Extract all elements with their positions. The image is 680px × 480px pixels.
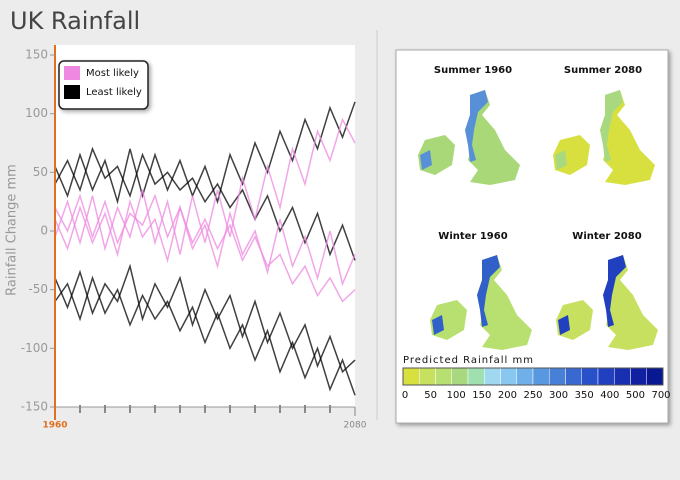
y-tick-label: -150 [21,400,48,414]
colorbar-cell [435,367,452,386]
legend-swatch [64,66,80,80]
map-title: Summer 1960 [434,65,512,76]
colorbar-label: 200 [498,390,517,401]
legend-label: Least likely [86,87,142,98]
colorbar-label: 0 [402,390,408,401]
y-tick-label: 50 [33,165,48,179]
colorbar-cell [484,367,501,386]
y-tick-label: 150 [25,48,48,62]
colorbar-cell [630,367,647,386]
x-tick-label: 2080 [344,421,367,431]
map-title: Winter 2080 [572,231,641,242]
map-title: Winter 1960 [438,231,507,242]
y-tick-label: -100 [21,341,48,355]
colorbar-title: Predicted Rainfall mm [403,355,534,366]
colorbar-cell [467,367,485,386]
colorbar-cell [451,367,469,386]
series-line [54,275,356,396]
series-line [54,199,356,287]
colorbar-cell [565,367,582,386]
colorbar-cell [402,367,420,386]
y-axis-label: Rainfall Change mm [5,164,20,296]
colorbar-cell [419,367,436,386]
series-line [54,263,356,374]
map-panel [395,49,669,424]
x-tick-label: 1960 [42,421,67,431]
colorbar-cell [597,367,615,386]
colorbar-label: 700 [651,390,670,401]
colorbar-cell [516,367,534,386]
legend-swatch [64,85,80,99]
colorbar-label: 150 [472,390,491,401]
colorbar-label: 500 [626,390,645,401]
colorbar-label: 400 [600,390,619,401]
series-line [54,146,356,261]
colorbar-label: 50 [424,390,437,401]
colorbar-label: 300 [549,390,568,401]
y-tick-label: 100 [25,106,48,120]
colorbar-cell [532,367,550,386]
colorbar-cell [500,367,517,386]
series-line [54,193,356,303]
colorbar-cell [581,367,599,386]
legend-box [58,60,149,110]
y-tick-label: -50 [28,282,48,296]
map-legend: Summer 1960 Summer 2080 Winter 1960 Winter … [402,65,671,401]
colorbar-cell [646,367,664,386]
colorbar-frame [402,367,664,386]
colorbar-label: 250 [523,390,542,401]
series-line [54,101,356,205]
colorbar-label: 350 [575,390,594,401]
y-tick-label: 0 [40,224,48,238]
plot [54,101,356,396]
colorbar-cell [549,367,566,386]
map-title: Summer 2080 [564,65,642,76]
title: UK Rainfall [10,7,140,35]
legend-label: Most likely [86,68,139,79]
series-line [54,117,356,255]
colorbar-label: 100 [447,390,466,401]
colorbar-cell [614,367,631,386]
